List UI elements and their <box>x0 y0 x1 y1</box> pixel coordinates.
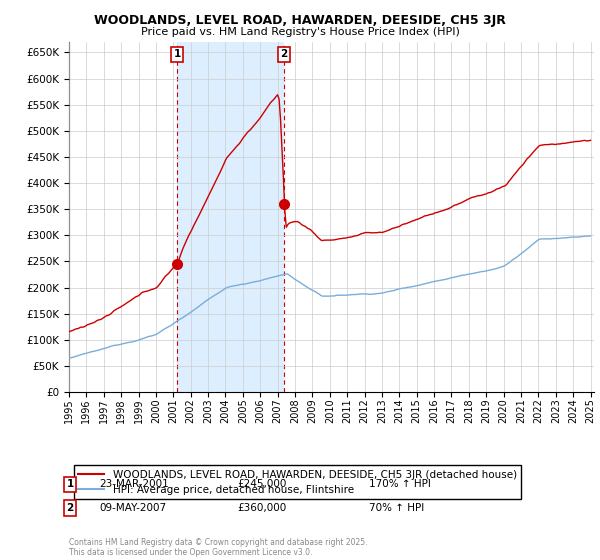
Text: 2: 2 <box>67 503 74 513</box>
Bar <box>177 42 284 392</box>
Text: 170% ↑ HPI: 170% ↑ HPI <box>369 479 431 489</box>
Text: WOODLANDS, LEVEL ROAD, HAWARDEN, DEESIDE, CH5 3JR: WOODLANDS, LEVEL ROAD, HAWARDEN, DEESIDE… <box>94 14 506 27</box>
Text: 23-MAR-2001: 23-MAR-2001 <box>99 479 169 489</box>
Text: 70% ↑ HPI: 70% ↑ HPI <box>369 503 424 513</box>
Text: Contains HM Land Registry data © Crown copyright and database right 2025.
This d: Contains HM Land Registry data © Crown c… <box>69 538 367 557</box>
Text: Price paid vs. HM Land Registry's House Price Index (HPI): Price paid vs. HM Land Registry's House … <box>140 27 460 37</box>
Text: 2: 2 <box>280 49 287 59</box>
Text: £360,000: £360,000 <box>237 503 286 513</box>
Legend: WOODLANDS, LEVEL ROAD, HAWARDEN, DEESIDE, CH5 3JR (detached house), HPI: Average: WOODLANDS, LEVEL ROAD, HAWARDEN, DEESIDE… <box>74 465 521 499</box>
Text: £245,000: £245,000 <box>237 479 286 489</box>
Text: 1: 1 <box>67 479 74 489</box>
Text: 1: 1 <box>173 49 181 59</box>
Text: 09-MAY-2007: 09-MAY-2007 <box>99 503 166 513</box>
